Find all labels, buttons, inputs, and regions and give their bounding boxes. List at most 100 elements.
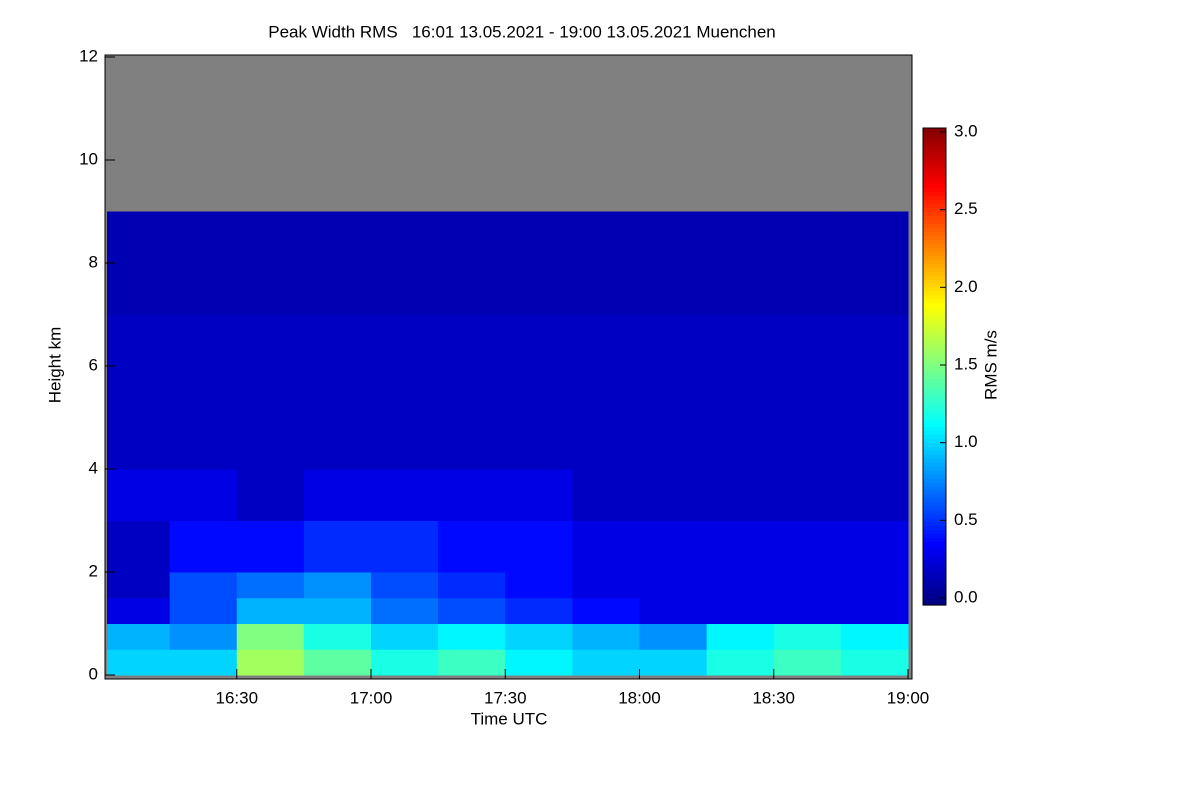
heat-cell (773, 597, 842, 624)
colorbar-swatch (923, 199, 946, 205)
colorbar-swatch (923, 330, 946, 336)
colorbar-swatch (923, 370, 946, 376)
colorbar-swatch (923, 294, 946, 300)
colorbar-swatch (923, 259, 946, 264)
heat-cell (371, 623, 439, 650)
heat-cell (236, 649, 305, 676)
colorbar-swatch (923, 223, 946, 228)
heat-cell (572, 623, 641, 650)
heat-cell (303, 597, 372, 624)
chart-title: Peak Width RMS 16:01 13.05.2021 - 19:00 … (268, 22, 776, 41)
heat-cell (706, 211, 775, 264)
heat-cell (371, 572, 439, 599)
heat-cell (236, 520, 305, 573)
colorbar-swatch (923, 414, 946, 419)
heat-cell (438, 469, 506, 521)
heat-cell (169, 623, 238, 650)
colorbar-swatch (923, 275, 946, 280)
colorbar-swatch (923, 434, 946, 439)
heat-cell (303, 520, 372, 573)
colorbar-swatch (923, 557, 946, 562)
colorbar-swatch (923, 215, 946, 221)
colorbar-swatch (923, 207, 946, 213)
colorbar-swatch (923, 163, 946, 169)
heat-cell (840, 469, 909, 521)
heat-cell (371, 520, 439, 573)
heat-cell (107, 572, 171, 599)
heat-cell (773, 366, 842, 418)
colorbar-swatch (923, 418, 946, 423)
colorbar-tick-label: 3.0 (954, 121, 978, 140)
heat-cell (169, 417, 238, 470)
colorbar-swatch (923, 497, 946, 503)
colorbar-swatch (923, 271, 946, 276)
heat-cell (505, 572, 573, 599)
colorbar-swatch (923, 517, 946, 523)
heat-cell (107, 211, 171, 264)
heat-cell (107, 263, 171, 315)
heat-cell (572, 520, 641, 573)
colorbar-swatch (923, 422, 946, 427)
colorbar-label: RMS m/s (981, 330, 1000, 400)
heat-cell (505, 417, 573, 470)
heat-cell (840, 314, 909, 367)
heat-cell (371, 366, 439, 418)
colorbar-swatch (923, 430, 946, 435)
colorbar-swatch (923, 219, 946, 224)
heat-cell (236, 366, 305, 418)
colorbar-swatch (923, 135, 946, 141)
colorbar-swatch (923, 402, 946, 407)
heat-cell (236, 597, 305, 624)
heat-cell (639, 211, 708, 264)
heat-cell (706, 263, 775, 315)
heat-cell (438, 314, 506, 367)
colorbar-swatch (923, 338, 946, 344)
heat-cell (572, 572, 641, 599)
colorbar-swatch (923, 175, 946, 181)
colorbar-swatch (923, 195, 946, 201)
colorbar-swatch (923, 346, 946, 352)
heat-cell (371, 314, 439, 367)
colorbar-swatch (923, 529, 946, 535)
colorbar-swatch (923, 318, 946, 324)
heat-cell (840, 597, 909, 624)
heat-cell (505, 649, 573, 676)
heat-cell (438, 597, 506, 624)
colorbar-swatch (923, 394, 946, 399)
x-axis-label: Time UTC (471, 709, 548, 728)
colorbar-swatch (923, 406, 946, 411)
colorbar-swatch (923, 485, 946, 491)
heat-cell (773, 469, 842, 521)
heat-cell (169, 649, 238, 676)
heat-cell (169, 520, 238, 573)
heat-cell (303, 469, 372, 521)
colorbar-frame (922, 127, 947, 606)
heat-cell (371, 417, 439, 470)
y-tick-label: 8 (89, 252, 98, 271)
colorbar-swatch (923, 187, 946, 193)
heat-cell (107, 623, 171, 650)
colorbar-swatch (923, 453, 946, 459)
heat-cell (639, 417, 708, 470)
colorbar-swatch (923, 287, 946, 292)
heat-cell (572, 649, 641, 676)
colorbar-swatch (923, 128, 946, 133)
heat-cell (572, 263, 641, 315)
colorbar-swatch (923, 461, 946, 467)
heat-cell (371, 649, 439, 676)
colorbar-swatch (923, 390, 946, 395)
heat-cell (639, 520, 708, 573)
x-tick-label: 16:30 (215, 688, 258, 707)
colorbar-swatch (923, 302, 946, 308)
heat-cell (438, 520, 506, 573)
colorbar-swatch (923, 171, 946, 177)
heat-cell (303, 314, 372, 367)
heat-cell (107, 597, 171, 624)
heat-cell (438, 572, 506, 599)
heat-cell (303, 572, 372, 599)
heat-cell (639, 366, 708, 418)
colorbar-swatch (923, 310, 946, 316)
heat-cell (572, 469, 641, 521)
colorbar-swatch (923, 322, 946, 328)
colorbar-swatch (923, 537, 946, 542)
